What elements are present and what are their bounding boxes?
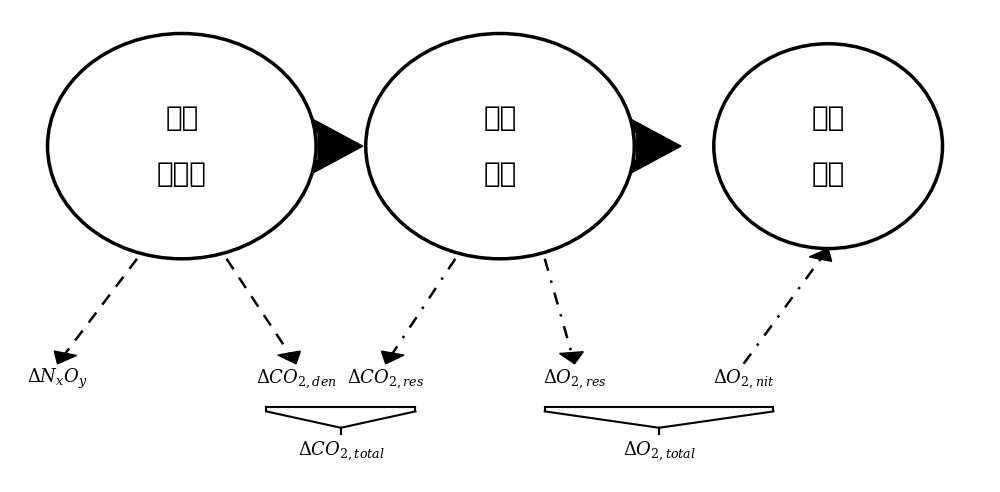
Ellipse shape <box>48 33 316 259</box>
Text: $\Delta O_{2,res}$: $\Delta O_{2,res}$ <box>543 368 606 391</box>
Text: $\Delta CO_{2,res}$: $\Delta CO_{2,res}$ <box>347 368 424 391</box>
Ellipse shape <box>714 44 943 248</box>
Text: 土壤: 土壤 <box>812 104 845 132</box>
Text: $\Delta O_{2,nit}$: $\Delta O_{2,nit}$ <box>713 368 774 391</box>
Polygon shape <box>381 351 404 364</box>
Ellipse shape <box>366 33 634 259</box>
Polygon shape <box>278 351 300 364</box>
Polygon shape <box>54 351 77 364</box>
Polygon shape <box>560 352 583 364</box>
Text: $\Delta O_{2,total}$: $\Delta O_{2,total}$ <box>623 439 696 462</box>
Text: 反硕化: 反硕化 <box>157 160 207 188</box>
Text: $\Delta CO_{2,total}$: $\Delta CO_{2,total}$ <box>298 439 384 462</box>
Text: 土壤: 土壤 <box>165 104 198 132</box>
Text: 呼吸: 呼吸 <box>483 160 517 188</box>
FancyArrow shape <box>308 117 363 176</box>
Polygon shape <box>809 248 832 261</box>
Text: $\Delta N_xO_y$: $\Delta N_xO_y$ <box>27 367 88 391</box>
Text: $\Delta CO_{2,den}$: $\Delta CO_{2,den}$ <box>256 368 336 391</box>
Text: 土壤: 土壤 <box>483 104 517 132</box>
FancyArrow shape <box>626 117 681 176</box>
Text: 硕化: 硕化 <box>812 160 845 188</box>
